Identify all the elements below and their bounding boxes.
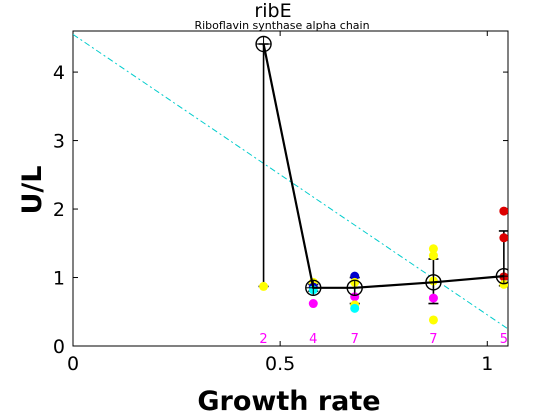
mean-marker <box>255 35 272 53</box>
y-tick-label: 0 <box>53 336 65 358</box>
chart-subtitle: Riboflavin synthase alpha chain <box>194 19 369 32</box>
x-axis-label: Growth rate <box>197 386 380 417</box>
data-point <box>428 315 438 325</box>
data-point <box>428 251 438 261</box>
plot-area: 0 0.5 1 0 1 2 3 4 2 4 7 7 5 <box>53 30 509 375</box>
y-tick-label: 1 <box>53 268 65 290</box>
sample-count-label: 2 <box>259 332 267 347</box>
sample-count-label: 7 <box>429 332 437 347</box>
y-tick-label: 4 <box>53 62 65 84</box>
mean-marker <box>495 267 508 285</box>
data-point <box>350 271 360 281</box>
y-tick-label: 2 <box>53 199 65 221</box>
mean-marker <box>346 279 363 296</box>
data-group <box>73 34 508 330</box>
data-point <box>428 244 438 254</box>
data-point <box>499 233 508 243</box>
x-tick-label: 0 <box>67 353 79 375</box>
sample-count-label: 7 <box>351 332 359 347</box>
x-tick-label: 0.5 <box>265 353 295 375</box>
y-axis-label: U/L <box>17 166 48 215</box>
plot-frame <box>72 30 509 347</box>
data-point <box>499 279 508 289</box>
data-point <box>499 206 508 216</box>
x-tick-label: 1 <box>481 353 493 375</box>
mean-marker <box>425 274 442 291</box>
data-point <box>308 299 318 309</box>
chart-title: ribE <box>254 0 291 22</box>
data-point <box>428 293 438 303</box>
data-point <box>350 303 360 313</box>
data-point <box>259 281 269 291</box>
y-tick-label: 3 <box>53 131 65 153</box>
sample-count-label: 5 <box>500 332 508 347</box>
sample-count-label: 4 <box>309 332 317 347</box>
mean-marker <box>305 279 322 296</box>
